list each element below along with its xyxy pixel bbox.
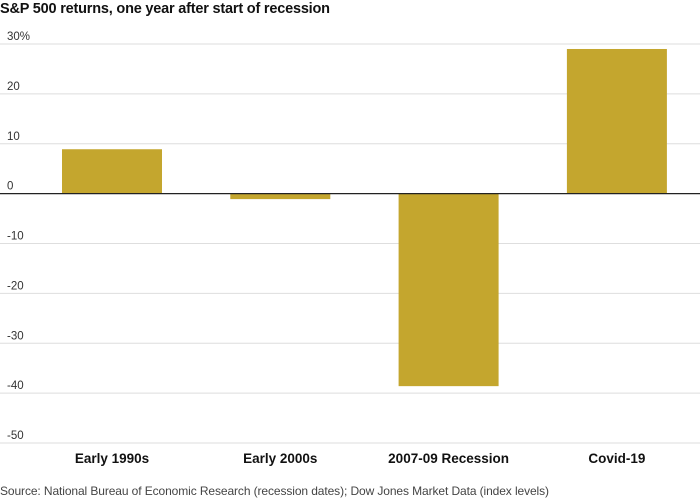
y-tick-label: -40 [7,380,24,392]
y-tick-label: -20 [7,280,24,292]
source-note: Source: National Bureau of Economic Rese… [0,484,549,498]
y-tick-label: 10 [7,131,20,143]
x-category-label: Early 2000s [243,451,317,466]
y-tick-label: 20 [7,81,20,93]
y-tick-label: -30 [7,330,24,342]
y-axis-ticks: 30% 20 10 0 -10 -20 -30 -40 -50 [7,31,30,442]
y-tick-label: 30% [7,31,30,43]
x-category-label: Covid-19 [588,451,645,466]
chart-title: S&P 500 returns, one year after start of… [0,1,330,17]
y-tick-label: -50 [7,430,24,442]
bar [566,48,667,194]
bar [398,193,499,387]
bar [62,149,162,194]
x-axis-categories: Early 1990s Early 2000s 2007-09 Recession C… [75,451,646,466]
bar [230,193,331,200]
x-category-label: 2007-09 Recession [388,451,509,466]
bars [62,48,667,387]
y-tick-label: -10 [7,231,24,243]
y-tick-label: 0 [7,181,13,193]
x-category-label: Early 1990s [75,451,149,466]
